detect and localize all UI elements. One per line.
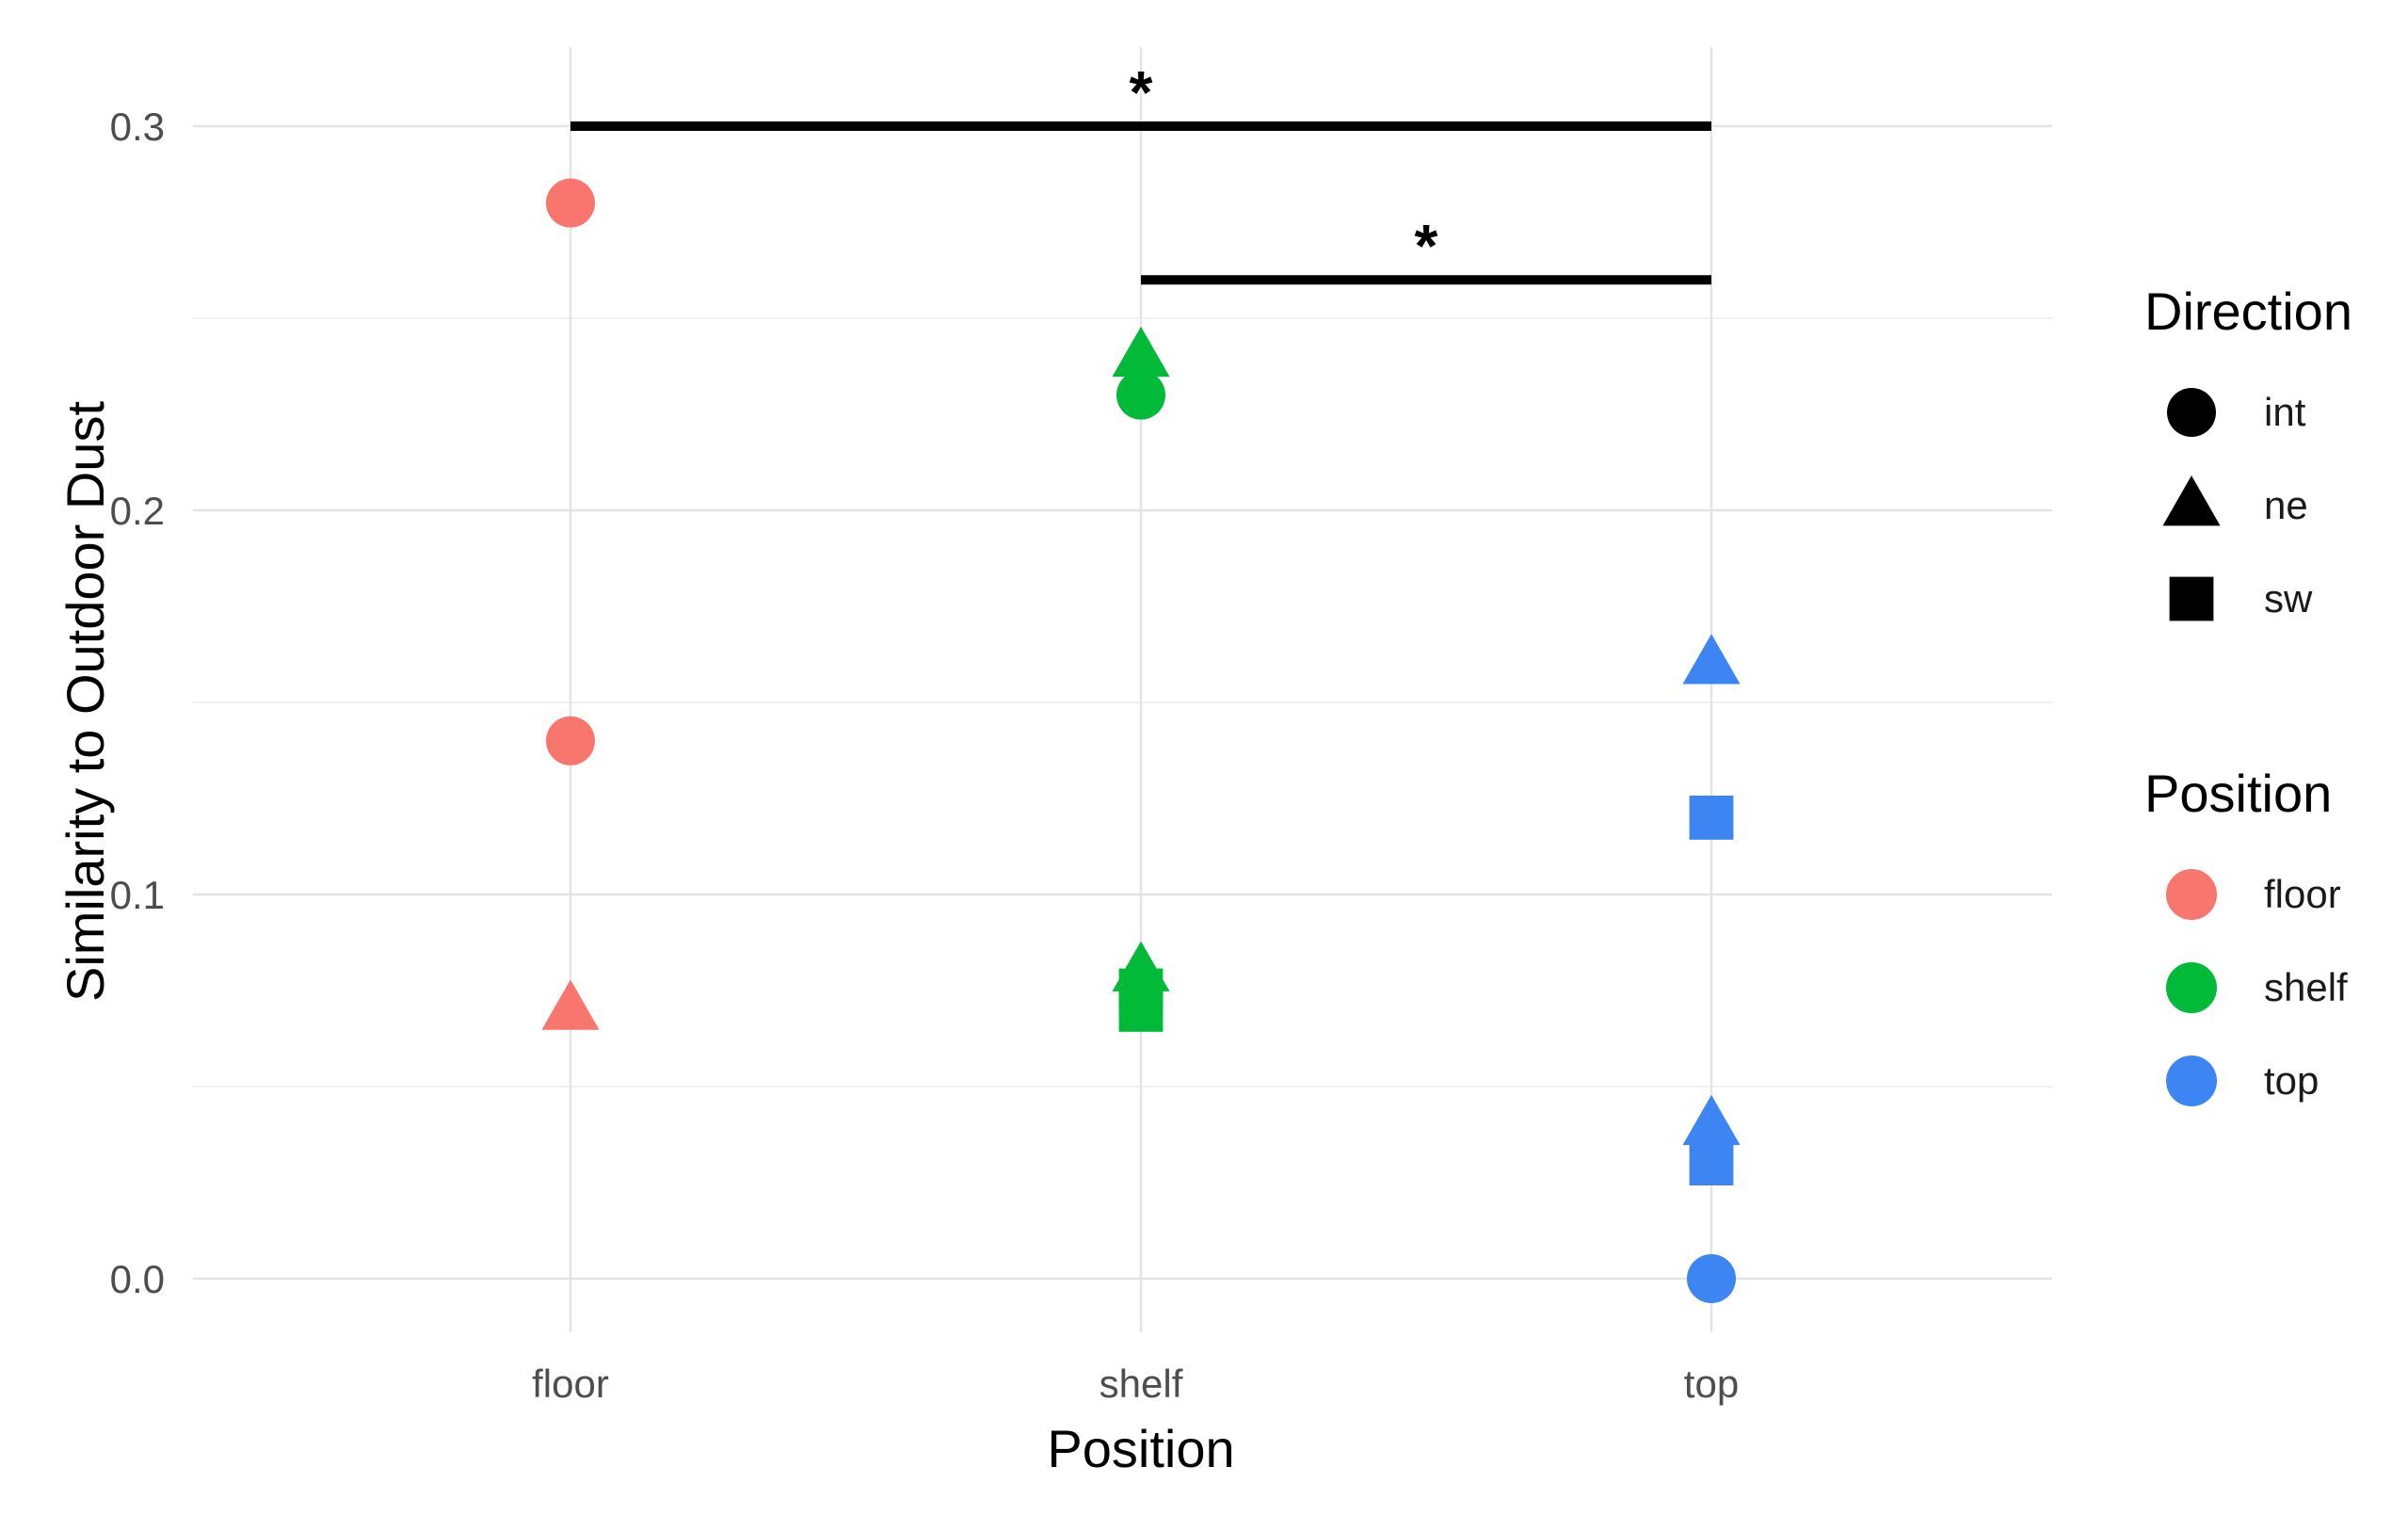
data-point-top-ne — [1682, 1094, 1741, 1146]
significance-label: * — [1130, 58, 1153, 126]
y-tick-label: 0.3 — [110, 105, 165, 149]
data-point-top-sw — [1689, 796, 1734, 840]
data-point-top-ne — [1682, 634, 1741, 685]
legend-label-floor: floor — [2264, 872, 2341, 916]
data-point-shelf-ne — [1112, 326, 1170, 378]
legend-key-shelf — [2166, 962, 2217, 1013]
data-points — [541, 178, 1741, 1303]
y-tick-label: 0.1 — [110, 873, 165, 917]
legend-key-ne — [2162, 475, 2221, 526]
data-point-top-sw — [1689, 1141, 1734, 1185]
legend-key-sw — [2169, 576, 2214, 621]
legend-key-top — [2166, 1056, 2217, 1106]
data-point-floor-int — [546, 716, 595, 766]
legend-key-floor — [2166, 869, 2217, 920]
significance-label: * — [1415, 212, 1438, 280]
legend-title-position: Position — [2144, 764, 2332, 823]
legend-key-int — [2167, 388, 2216, 437]
legend-title-direction: Direction — [2144, 282, 2352, 341]
legends: Direction int ne sw Position floor shelf top — [2144, 282, 2352, 1106]
x-axis-title: Position — [1047, 1419, 1234, 1478]
data-point-shelf-ne — [1112, 941, 1170, 991]
x-tick-label: shelf — [1100, 1362, 1183, 1406]
data-point-shelf-int — [1116, 370, 1165, 420]
y-axis-title: Similarity to Outdoor Dust — [56, 401, 115, 1002]
grid-lines — [193, 47, 2052, 1332]
x-tick-label: floor — [532, 1362, 609, 1406]
data-point-floor-ne — [541, 979, 600, 1030]
legend-label-sw: sw — [2264, 576, 2313, 620]
legend-label-int: int — [2264, 390, 2306, 434]
x-tick-label: top — [1684, 1362, 1739, 1406]
data-point-floor-int — [546, 178, 595, 228]
y-tick-label: 0.2 — [110, 489, 165, 533]
axis-ticks: 0.0 0.1 0.2 0.3 floor shelf top — [110, 105, 1740, 1406]
legend-label-top: top — [2264, 1058, 2319, 1103]
legend-label-ne: ne — [2264, 483, 2308, 527]
data-point-top-int — [1687, 1254, 1736, 1303]
legend-label-shelf: shelf — [2264, 965, 2348, 1009]
significance-brackets: ** — [570, 58, 1711, 285]
y-tick-label: 0.0 — [110, 1257, 165, 1301]
